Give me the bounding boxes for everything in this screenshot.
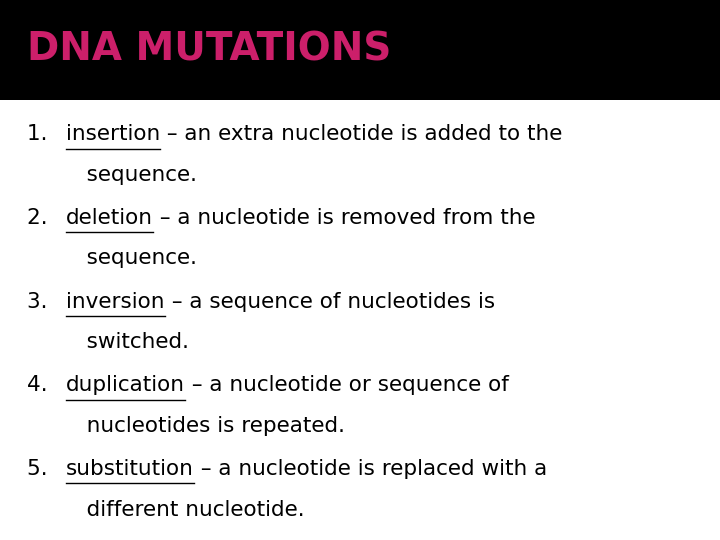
Text: – a nucleotide is removed from the: – a nucleotide is removed from the <box>153 208 536 228</box>
Text: sequence.: sequence. <box>66 248 197 268</box>
Text: 2.: 2. <box>27 208 55 228</box>
Text: nucleotides is repeated.: nucleotides is repeated. <box>66 416 346 436</box>
Text: inversion: inversion <box>66 292 165 312</box>
Bar <box>0 0 720 100</box>
Text: duplication: duplication <box>66 375 185 395</box>
Text: 3.: 3. <box>27 292 55 312</box>
Text: substitution: substitution <box>66 459 194 479</box>
Text: DNA MUTATIONS: DNA MUTATIONS <box>27 31 392 69</box>
Text: 4.: 4. <box>27 375 55 395</box>
Text: different nucleotide.: different nucleotide. <box>66 500 305 519</box>
Text: 1.: 1. <box>27 124 55 144</box>
Text: 5.: 5. <box>27 459 55 479</box>
Text: – a sequence of nucleotides is: – a sequence of nucleotides is <box>165 292 495 312</box>
Text: switched.: switched. <box>66 332 189 352</box>
Text: – a nucleotide or sequence of: – a nucleotide or sequence of <box>185 375 509 395</box>
Text: – a nucleotide is replaced with a: – a nucleotide is replaced with a <box>194 459 547 479</box>
Text: deletion: deletion <box>66 208 153 228</box>
Text: sequence.: sequence. <box>66 165 197 185</box>
Text: – an extra nucleotide is added to the: – an extra nucleotide is added to the <box>161 124 563 144</box>
Text: insertion: insertion <box>66 124 161 144</box>
